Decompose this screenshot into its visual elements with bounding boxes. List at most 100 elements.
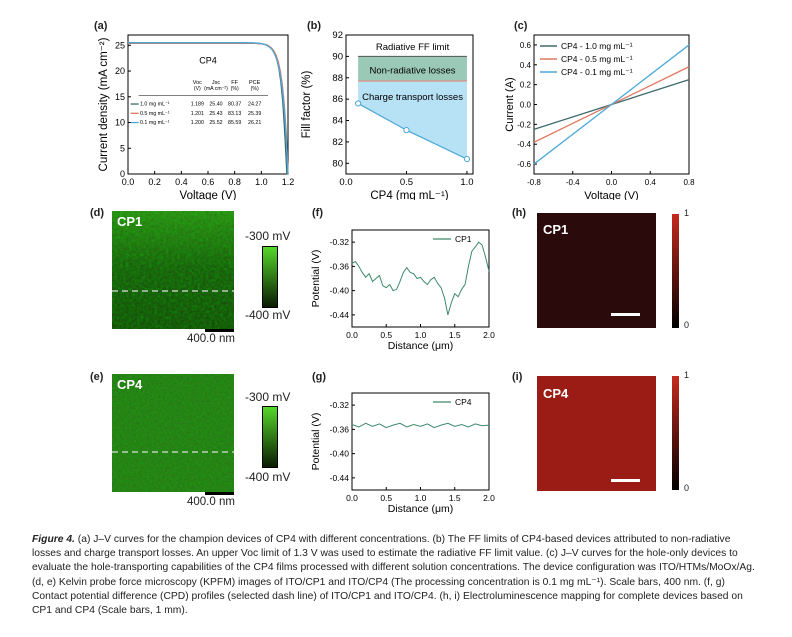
y-axis-label: Potential (V) <box>310 250 322 308</box>
x-tick-label: 0.6 <box>202 177 215 187</box>
legend-label: CP4 <box>455 397 472 407</box>
panel-label-d: (d) <box>90 207 105 219</box>
x-tick-label: 1.0 <box>255 177 268 187</box>
iv-line-2 <box>533 44 690 165</box>
y-tick-label: 0.2 <box>520 81 532 90</box>
y-tick-label: -0.36 <box>330 424 350 434</box>
el-colorbar-high-h: 1 <box>684 208 690 218</box>
jv-curve-2 <box>128 41 289 175</box>
colorbar-high-d: -300 mV <box>245 229 291 243</box>
table-cell: 25.39 <box>248 111 261 117</box>
x-axis-label: Distance (μm) <box>388 503 454 515</box>
panel-label-h: (h) <box>512 207 527 219</box>
y-tick-label: 86 <box>332 94 343 105</box>
panel-label-b: (b) <box>307 20 322 32</box>
kpfm-cp1-label: CP1 <box>117 214 143 229</box>
caption-text: (a) J–V curves for the champion devices … <box>32 534 755 617</box>
panel-label-c: (c) <box>514 20 528 32</box>
colorbar-low-e: -400 mV <box>245 470 291 484</box>
x-tick-label: 0.5 <box>380 493 392 503</box>
x-tick-label: 0.0 <box>122 177 135 187</box>
panel-label-e: (e) <box>90 371 104 383</box>
y-tick-label: 90 <box>332 51 343 62</box>
x-tick-label: 2.0 <box>483 493 495 503</box>
table-cell: 24.27 <box>248 102 261 108</box>
y-tick-label: 5 <box>120 143 125 153</box>
y-tick-label: 84 <box>332 116 343 127</box>
table-cell: 26.21 <box>248 120 261 126</box>
x-tick-label: 1.2 <box>282 177 295 187</box>
x-tick-label: 0.4 <box>175 177 188 187</box>
panel-label-i: (i) <box>512 371 523 383</box>
kpfm-colorbar-e <box>262 406 278 468</box>
el-image-cp4 <box>537 376 656 491</box>
y-tick-label: 25 <box>115 40 125 50</box>
x-tick-label: 1.0 <box>415 493 427 503</box>
colorbar-low-d: -400 mV <box>245 308 291 322</box>
panel-label-f: (f) <box>312 207 323 219</box>
cpd-line <box>351 241 490 316</box>
x-tick-label: 1.0 <box>460 177 473 188</box>
y-tick-label: -0.40 <box>330 449 350 459</box>
legend-label: CP4 - 0.5 mg mL⁻¹ <box>561 54 633 64</box>
table-header: PCE <box>249 80 261 86</box>
ff-point <box>403 127 410 134</box>
x-tick-label: 0.4 <box>645 178 657 187</box>
colorbar-high-e: -300 mV <box>245 390 291 404</box>
cpd-line <box>351 422 490 429</box>
scale-bar-h <box>611 313 640 316</box>
hole-only-chart-c: -0.8 -0.4 0.0 0.4 0.8 -0.6 -0.4 -0.2 0.0 0.2 0.4 0.… <box>505 34 695 200</box>
y-tick-label: -0.36 <box>330 261 350 271</box>
y-tick-label: 0.4 <box>520 61 532 70</box>
table-cell: 25.40 <box>209 102 222 108</box>
table-header: Jsc <box>212 80 221 86</box>
figure-caption: Figure 4. (a) J–V curves for the champio… <box>32 533 762 618</box>
x-tick-label: 0.0 <box>346 330 358 340</box>
y-tick-label: -0.44 <box>330 310 350 320</box>
y-tick-label: -0.32 <box>330 237 350 247</box>
legend-label: CP1 <box>455 234 472 244</box>
y-tick-label: 92 <box>332 30 343 41</box>
y-tick-label: 82 <box>332 137 343 148</box>
el-colorbar-high-i: 1 <box>684 370 690 380</box>
x-tick-label: 0.8 <box>228 177 241 187</box>
kpfm-colorbar-d <box>262 246 278 308</box>
plot-frame <box>351 392 490 491</box>
ff-point <box>463 155 471 163</box>
y-tick-label: 80 <box>332 158 343 169</box>
y-tick-label: 0 <box>120 169 125 179</box>
y-tick-label: 0.0 <box>520 101 532 110</box>
y-axis-label: Current (A) <box>505 77 516 131</box>
x-tick-label: 2.0 <box>483 330 495 340</box>
table-cell: 25.52 <box>209 120 222 126</box>
x-tick-label: 0.0 <box>339 177 352 188</box>
kpfm-cp4-label: CP4 <box>117 377 143 392</box>
scale-bar-d <box>205 329 234 332</box>
ff-point <box>354 100 362 107</box>
table-row-label: 0.5 mg mL⁻¹ <box>140 111 170 117</box>
kpfm-image-cp1 <box>112 211 234 329</box>
scale-bar-i <box>611 479 640 482</box>
el-image-cp1 <box>537 213 656 328</box>
table-header: FF <box>231 80 238 86</box>
el-colorbar-i <box>672 376 679 490</box>
nonradiative-band <box>358 56 467 81</box>
table-cell: 83.13 <box>228 111 241 117</box>
x-axis-label: CP4 (mg mL⁻¹) <box>370 190 448 200</box>
panel-label-a: (a) <box>94 20 108 32</box>
x-axis-label: Voltage (V) <box>180 190 237 200</box>
x-tick-label: -0.4 <box>566 178 580 187</box>
y-tick-label: -0.2 <box>517 120 531 129</box>
y-tick-label: -0.4 <box>517 140 531 149</box>
table-cell: 1.201 <box>191 111 204 117</box>
ff-chart-b: 0.0 0.5 1.0 80 82 84 86 88 90 92 CP4 (mg mL⁻¹) Fill… <box>301 30 474 200</box>
scale-bar-label-d: 400.0 nm <box>187 333 235 345</box>
x-tick-label: 1.0 <box>415 330 427 340</box>
y-tick-label: -0.40 <box>330 286 350 296</box>
el-colorbar-low-h: 0 <box>684 320 690 330</box>
table-unit: (V) <box>194 86 201 92</box>
plot-frame <box>345 34 474 175</box>
y-tick-label: 88 <box>332 73 343 84</box>
el-colorbar-low-i: 0 <box>684 483 690 493</box>
table-cell: 1.189 <box>191 102 204 108</box>
